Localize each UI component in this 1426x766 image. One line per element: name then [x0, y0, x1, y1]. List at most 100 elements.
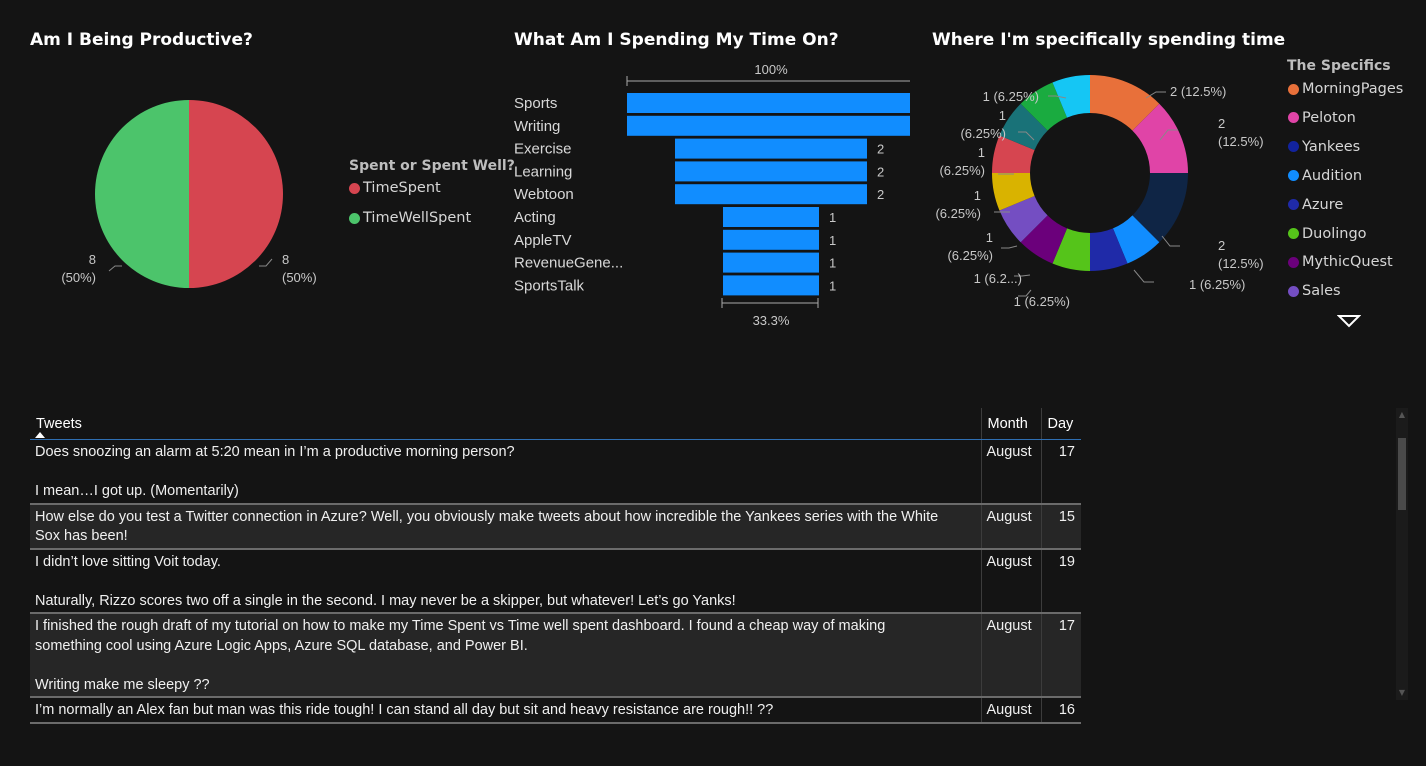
funnel-title: What Am I Spending My Time On? — [514, 30, 839, 50]
legend-scroll-down-icon[interactable] — [1337, 314, 1361, 328]
legend-dot-icon — [349, 183, 360, 194]
tweet-line: something cool using Azure Logic Apps, A… — [35, 637, 975, 657]
funnel-bar[interactable] — [675, 161, 867, 181]
table-row[interactable]: Does snoozing an alarm at 5:20 mean in I… — [30, 440, 1081, 504]
time-spent-funnel-chart[interactable]: 100% Sports Writing Exercise 2 Learning 2 Webt… — [500, 55, 910, 335]
day-cell: 15 — [1041, 504, 1081, 549]
funnel-category-label: AppleTV — [514, 232, 572, 249]
funnel-bar[interactable] — [723, 207, 819, 227]
donut-title: Where I'm specifically spending time — [932, 30, 1285, 50]
donut-label: (12.5%) — [1218, 256, 1264, 271]
tweet-line: I’m normally an Alex fan but man was thi… — [35, 701, 975, 721]
table-row[interactable]: How else do you test a Twitter connectio… — [30, 504, 1081, 549]
month-cell: August — [981, 440, 1041, 504]
pie-label-leader-right — [259, 259, 272, 266]
table-row[interactable]: I didn’t love sitting Voit today. Natura… — [30, 549, 1081, 614]
scroll-up-icon[interactable]: ▲ — [1398, 410, 1406, 420]
donut-legend-item-peloton[interactable]: Peloton — [1288, 110, 1356, 126]
funnel-bar[interactable] — [723, 275, 819, 295]
productivity-pie-chart[interactable]: 8 (50%) 8 (50%) — [0, 60, 340, 320]
scroll-down-icon[interactable]: ▼ — [1398, 688, 1406, 698]
donut-label: 1 — [986, 230, 993, 245]
column-header-day[interactable]: Day — [1041, 408, 1081, 440]
tweets-table[interactable]: Tweets Month Day Does snoozing an alarm … — [30, 408, 1081, 724]
donut-legend-title: The Specifics — [1287, 58, 1391, 74]
donut-legend-item-audition[interactable]: Audition — [1288, 168, 1362, 184]
funnel-top-percent: 100% — [754, 62, 788, 77]
tweet-cell: I finished the rough draft of my tutoria… — [30, 613, 981, 697]
day-cell: 16 — [1041, 697, 1081, 723]
funnel-bar[interactable] — [627, 116, 910, 136]
funnel-category-label: Webtoon — [514, 186, 574, 203]
pie-legend-timewellspent[interactable]: TimeWellSpent — [349, 210, 471, 226]
legend-dot-icon — [1288, 199, 1299, 210]
tweet-line: I mean…I got up. (Momentarily) — [35, 482, 975, 502]
pie-legend-title: Spent or Spent Well? — [349, 158, 515, 174]
funnel-bar[interactable] — [675, 139, 867, 159]
funnel-value-label: 2 — [877, 142, 884, 157]
legend-dot-icon — [1288, 141, 1299, 152]
funnel-category-label: Exercise — [514, 141, 572, 158]
month-cell: August — [981, 613, 1041, 697]
donut-legend-label: Yankees — [1302, 139, 1360, 155]
donut-label: 1 (6.25%) — [1014, 294, 1070, 309]
donut-legend-item-mythicquest[interactable]: MythicQuest — [1288, 254, 1393, 270]
tweet-line: I finished the rough draft of my tutoria… — [35, 617, 975, 637]
pie-title: Am I Being Productive? — [30, 30, 253, 50]
donut-legend-label: MythicQuest — [1302, 254, 1393, 270]
funnel-value-label: 1 — [829, 233, 836, 248]
month-cell: August — [981, 697, 1041, 723]
donut-legend-item-yankees[interactable]: Yankees — [1288, 139, 1360, 155]
day-cell: 17 — [1041, 440, 1081, 504]
day-cell: 19 — [1041, 549, 1081, 614]
donut-label: 1 (6.2...) — [974, 271, 1022, 286]
donut-label: (6.25%) — [947, 248, 993, 263]
legend-dot-icon — [1288, 257, 1299, 268]
funnel-bar[interactable] — [675, 184, 867, 204]
tweet-line: Naturally, Rizzo scores two off a single… — [35, 592, 975, 612]
funnel-bar[interactable] — [723, 230, 819, 250]
month-cell: August — [981, 549, 1041, 614]
tweet-line — [35, 656, 975, 676]
table-row[interactable]: I’m normally an Alex fan but man was thi… — [30, 697, 1081, 723]
table-row[interactable]: I finished the rough draft of my tutoria… — [30, 613, 1081, 697]
funnel-value-label: 2 — [877, 187, 884, 202]
tweet-cell: I didn’t love sitting Voit today. Natura… — [30, 549, 981, 614]
donut-legend-label: Sales — [1302, 283, 1341, 299]
donut-legend-item-azure[interactable]: Azure — [1288, 197, 1343, 213]
donut-legend-item-duolingo[interactable]: Duolingo — [1288, 226, 1367, 242]
funnel-bottom-bracket — [722, 298, 818, 308]
funnel-bar[interactable] — [627, 93, 910, 113]
table-scrollbar[interactable]: ▲ ▼ — [1396, 408, 1408, 700]
pie-legend-timespent[interactable]: TimeSpent — [349, 180, 441, 196]
tweet-line — [35, 572, 975, 592]
funnel-bar[interactable] — [723, 253, 819, 273]
donut-legend-item-morningpages[interactable]: MorningPages — [1288, 81, 1403, 97]
funnel-category-label: Sports — [514, 95, 557, 112]
legend-dot-icon — [1288, 228, 1299, 239]
donut-legend-label: Peloton — [1302, 110, 1356, 126]
sort-ascending-icon[interactable] — [35, 432, 45, 438]
column-header-month[interactable]: Month — [981, 408, 1041, 440]
funnel-category-label: RevenueGene... — [514, 255, 623, 272]
tweet-cell: I’m normally an Alex fan but man was thi… — [30, 697, 981, 723]
column-header-tweets[interactable]: Tweets — [30, 408, 981, 440]
legend-dot-icon — [1288, 170, 1299, 181]
donut-label: 1 (6.25%) — [1189, 277, 1245, 292]
funnel-bottom-percent: 33.3% — [753, 313, 790, 328]
table-header-row: Tweets Month Day — [30, 408, 1081, 440]
donut-legend-item-sales[interactable]: Sales — [1288, 283, 1341, 299]
tweet-line: Writing make me sleepy ?? — [35, 676, 975, 696]
donut-label: 2 (12.5%) — [1170, 84, 1226, 99]
pie-label-left-pct: (50%) — [61, 270, 96, 285]
funnel-value-label: 2 — [877, 164, 884, 179]
column-header-label: Tweets — [36, 416, 82, 432]
pie-slice-timespent[interactable] — [189, 100, 283, 288]
legend-dot-icon — [349, 213, 360, 224]
specifics-donut-chart[interactable]: 2 (12.5%) 2 (12.5%) 2 (12.5%) 1 (6.25%) … — [930, 70, 1280, 320]
scrollbar-thumb[interactable] — [1398, 438, 1406, 510]
funnel-top-bracket — [627, 76, 910, 86]
month-cell: August — [981, 504, 1041, 549]
pie-slice-timewellspent[interactable] — [95, 100, 189, 288]
tweet-line — [35, 463, 975, 483]
